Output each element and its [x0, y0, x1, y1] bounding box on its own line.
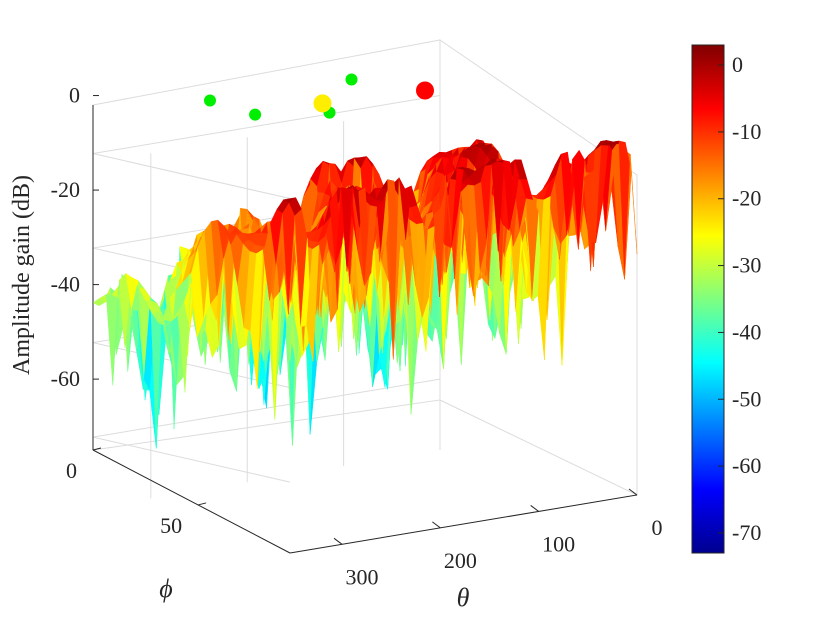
colorbar-tick-label: -60	[732, 453, 761, 478]
phi-axis-line	[92, 449, 291, 554]
theta-tick-mark	[333, 537, 343, 545]
surface-patch	[624, 154, 638, 280]
colorbar-tick-label: -20	[732, 186, 761, 211]
gain-surface	[92, 138, 638, 449]
theta-tick-label: 300	[346, 564, 379, 589]
beam-marker	[204, 94, 216, 107]
z-tick-label: 0	[69, 83, 80, 108]
colorbar-ticks: 0 -10 -20 -30 -40 -50 -60 -70	[718, 52, 761, 545]
axes-box	[92, 39, 638, 554]
beam-marker	[345, 73, 358, 86]
z-ticks: 0 -20 -40 -60	[51, 83, 99, 391]
phi-tick-mark	[197, 502, 207, 506]
colorbar-tick-label: -30	[732, 253, 761, 278]
phi-ticks: 0 50	[66, 447, 207, 538]
colorbar: 0 -10 -20 -30 -40 -50 -60 -70	[691, 44, 761, 554]
z-axis-label: Amplitude gain (dB)	[9, 175, 35, 375]
phi-tick-mark	[92, 447, 102, 451]
phi-tick-label: 50	[160, 513, 182, 538]
beam-marker	[313, 94, 332, 113]
phi-axis-label: ϕ	[159, 574, 172, 603]
z-tick-label: -20	[51, 177, 80, 202]
phi-tick-label: 0	[66, 458, 77, 483]
theta-tick-mark	[628, 488, 638, 496]
colorbar-tick-label: -50	[732, 386, 761, 411]
colorbar-tick-label: -10	[732, 119, 761, 144]
colorbar-tick-label: 0	[732, 52, 743, 77]
theta-tick-mark	[530, 505, 539, 512]
z-tick-label: -60	[51, 366, 80, 391]
theta-tick-label: 0	[652, 515, 663, 540]
colorbar-gradient	[691, 44, 725, 554]
colorbar-tick-label: -40	[732, 319, 761, 344]
colorbar-tick-label: -70	[732, 520, 761, 545]
beam-markers	[204, 73, 434, 121]
theta-tick-label: 200	[444, 548, 477, 573]
theta-tick-mark	[432, 521, 441, 529]
theta-axis-label: θ	[457, 583, 470, 612]
beam-marker	[249, 108, 262, 121]
z-tick-label: -40	[51, 272, 80, 297]
theta-tick-label: 100	[542, 531, 575, 556]
theta-ticks: 0 100 200 300	[333, 488, 663, 589]
theta-axis-line	[289, 494, 638, 554]
beam-marker	[416, 81, 434, 100]
